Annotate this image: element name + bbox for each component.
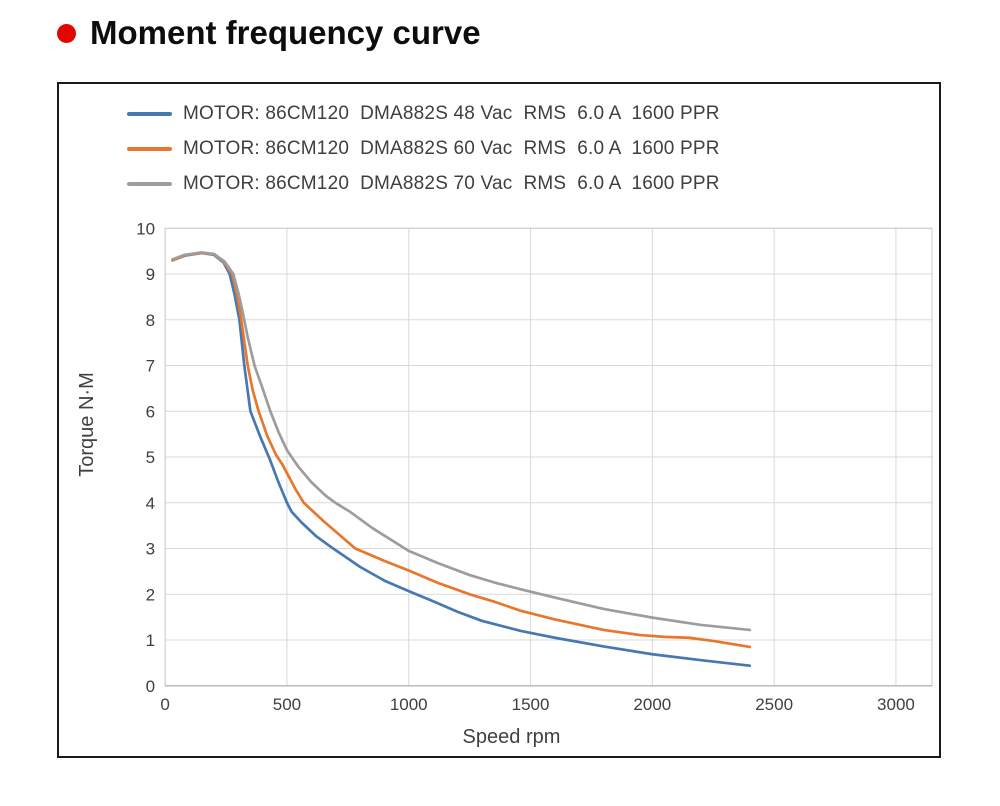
x-tick-label: 3000 (877, 695, 915, 714)
page-header: Moment frequency curve (57, 14, 481, 52)
y-tick-label: 10 (136, 219, 155, 238)
legend-line-swatch-60vac (127, 147, 172, 151)
y-tick-label: 9 (146, 265, 155, 284)
y-tick-label: 4 (146, 494, 155, 513)
chart-figure: 0 1 2 3 4 5 6 7 8 9 10 0 500 1000 1500 2000 2500 3000 Spee… (57, 82, 941, 758)
torque-speed-plot: 0 1 2 3 4 5 6 7 8 9 10 0 500 1000 1500 2000 2500 3000 Spee… (76, 219, 933, 748)
legend-item-70vac: MOTOR: 86CM120 DMA882S 70 Vac RMS 6.0 A … (127, 170, 720, 198)
y-tick-label: 3 (146, 540, 155, 559)
curve-60vac (171, 251, 752, 649)
y-tick-label: 8 (146, 311, 155, 330)
legend-label-60vac: MOTOR: 86CM120 DMA882S 60 Vac RMS 6.0 A … (183, 138, 720, 159)
x-tick-label: 1500 (512, 695, 550, 714)
red-bullet-icon (57, 23, 76, 43)
page-title: Moment frequency curve (90, 14, 481, 51)
x-tick-label: 500 (273, 695, 301, 714)
legend-item-60vac: MOTOR: 86CM120 DMA882S 60 Vac RMS 6.0 A … (127, 135, 720, 163)
legend-line-swatch-70vac (127, 182, 172, 186)
x-tick-label: 2000 (633, 695, 671, 714)
y-tick-label: 2 (146, 585, 155, 604)
y-axis-title: Torque N·M (76, 372, 98, 477)
y-tick-label: 5 (146, 448, 155, 467)
x-axis-title: Speed rpm (463, 726, 561, 748)
y-tick-label: 1 (146, 631, 155, 650)
x-tick-label: 2500 (755, 695, 793, 714)
y-tick-label: 0 (146, 677, 155, 696)
x-tick-label: 1000 (390, 695, 428, 714)
y-tick-label: 6 (146, 402, 155, 421)
legend-label-48vac: MOTOR: 86CM120 DMA882S 48 Vac RMS 6.0 A … (183, 103, 720, 124)
curve-70vac (171, 251, 752, 632)
curve-48vac (171, 251, 752, 668)
y-tick-label: 7 (146, 357, 155, 376)
legend-label-70vac: MOTOR: 86CM120 DMA882S 70 Vac RMS 6.0 A … (183, 173, 720, 194)
legend-line-swatch-48vac (127, 112, 172, 116)
legend-item-48vac: MOTOR: 86CM120 DMA882S 48 Vac RMS 6.0 A … (127, 100, 720, 128)
x-tick-label: 0 (160, 695, 169, 714)
